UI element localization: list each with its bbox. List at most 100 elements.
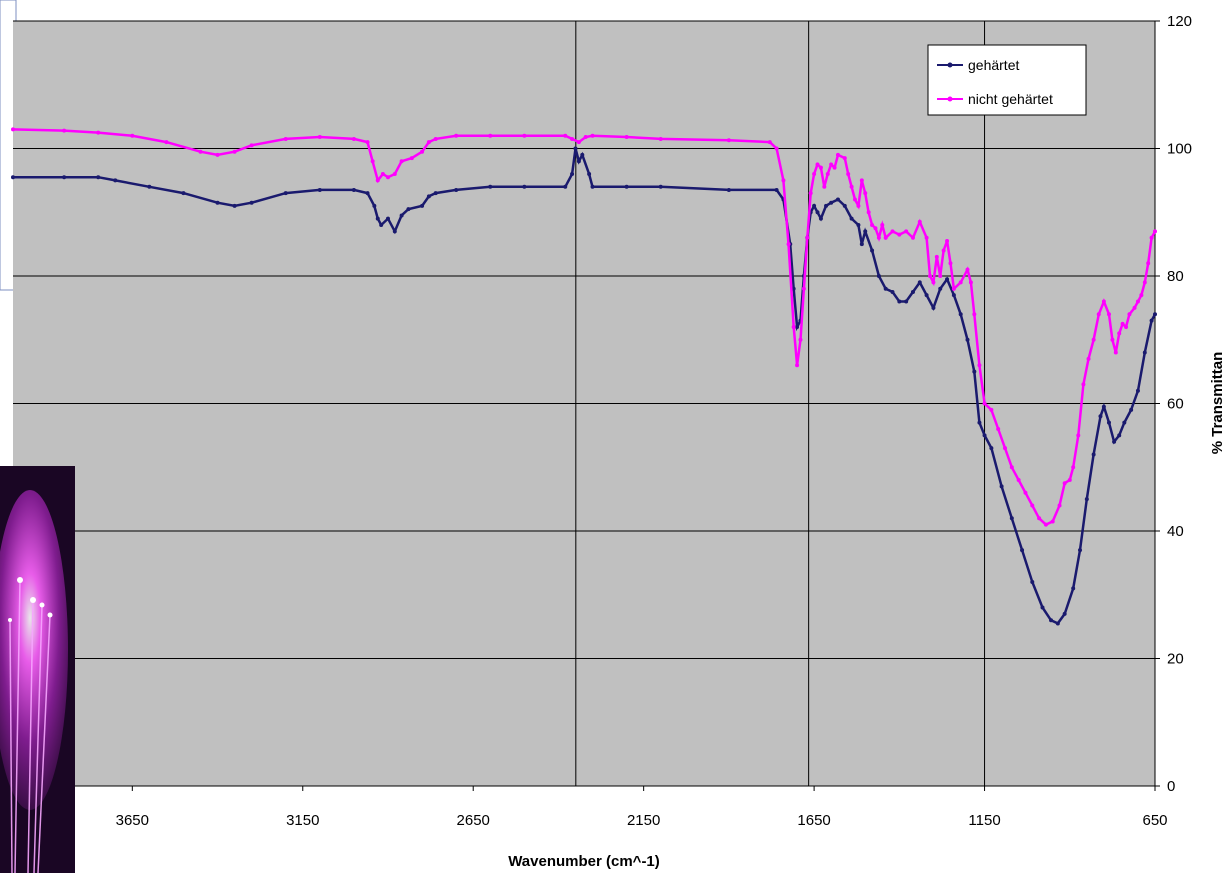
data-point bbox=[420, 149, 425, 154]
data-point bbox=[968, 280, 973, 285]
data-point bbox=[164, 140, 169, 145]
data-point bbox=[791, 286, 796, 291]
data-point bbox=[1016, 478, 1021, 482]
data-point bbox=[11, 127, 15, 132]
data-point bbox=[1106, 420, 1111, 425]
data-point bbox=[815, 210, 820, 215]
data-point bbox=[924, 293, 929, 298]
data-point bbox=[1062, 481, 1067, 486]
data-point bbox=[379, 223, 384, 227]
data-point bbox=[1135, 299, 1140, 304]
data-point bbox=[853, 197, 858, 202]
data-point bbox=[1020, 548, 1025, 553]
data-point bbox=[1071, 586, 1076, 591]
data-point bbox=[624, 135, 629, 140]
data-point bbox=[825, 172, 830, 176]
data-point bbox=[822, 184, 827, 189]
y-tick-label: 80 bbox=[1167, 268, 1184, 285]
data-point bbox=[1101, 404, 1106, 409]
data-point bbox=[392, 229, 397, 234]
data-point bbox=[576, 159, 581, 164]
data-point bbox=[1062, 611, 1067, 616]
data-point bbox=[317, 187, 322, 192]
y-tick-labels: 0 20 40 60 80 100 120 bbox=[1155, 13, 1192, 795]
data-point bbox=[842, 156, 847, 161]
data-point bbox=[934, 254, 939, 259]
data-point bbox=[351, 187, 356, 192]
data-point bbox=[849, 184, 854, 189]
data-point bbox=[1030, 580, 1035, 584]
data-point bbox=[249, 143, 254, 148]
data-point bbox=[406, 207, 411, 212]
data-point bbox=[1091, 337, 1096, 342]
data-point bbox=[989, 407, 994, 412]
data-point bbox=[883, 286, 888, 291]
legend-label: nicht gehärtet bbox=[968, 91, 1053, 107]
data-point bbox=[917, 280, 922, 285]
data-point bbox=[1153, 229, 1157, 234]
data-point bbox=[870, 223, 875, 227]
data-point bbox=[1057, 503, 1062, 508]
data-point bbox=[96, 175, 101, 180]
data-point bbox=[488, 133, 493, 138]
data-point bbox=[283, 191, 288, 196]
data-point bbox=[965, 337, 970, 342]
data-point bbox=[767, 140, 772, 145]
data-point bbox=[433, 191, 438, 196]
data-point bbox=[863, 191, 868, 196]
data-point bbox=[726, 138, 731, 143]
data-point bbox=[938, 286, 943, 291]
data-point bbox=[812, 203, 817, 208]
data-point bbox=[805, 235, 810, 240]
data-point bbox=[370, 159, 375, 164]
data-point bbox=[1009, 516, 1014, 521]
data-point bbox=[928, 274, 933, 278]
data-point bbox=[1081, 382, 1086, 387]
data-point bbox=[454, 133, 459, 138]
series-layer bbox=[11, 127, 1157, 626]
data-point bbox=[945, 238, 950, 243]
data-point bbox=[726, 187, 731, 192]
data-point bbox=[385, 216, 390, 221]
data-point bbox=[795, 363, 800, 368]
data-point bbox=[982, 401, 987, 406]
data-point bbox=[1003, 446, 1008, 451]
data-point bbox=[989, 446, 994, 451]
data-point bbox=[1023, 490, 1028, 495]
data-point bbox=[829, 162, 834, 167]
data-point bbox=[563, 184, 568, 189]
data-point bbox=[904, 229, 909, 234]
data-point bbox=[1153, 312, 1157, 317]
data-point bbox=[1040, 605, 1045, 610]
data-point bbox=[563, 133, 568, 138]
data-point bbox=[1113, 350, 1118, 355]
data-point bbox=[1071, 465, 1076, 470]
data-point bbox=[1139, 293, 1144, 298]
data-point bbox=[1142, 280, 1147, 285]
data-point bbox=[249, 200, 254, 205]
data-point bbox=[181, 191, 186, 196]
data-point bbox=[880, 223, 885, 227]
data-point bbox=[1129, 407, 1134, 412]
x-tick-label: 1150 bbox=[968, 812, 1000, 829]
data-point bbox=[1112, 439, 1117, 444]
data-point bbox=[365, 140, 370, 145]
data-point bbox=[1149, 235, 1154, 240]
data-point bbox=[890, 229, 895, 234]
data-point bbox=[1076, 433, 1081, 438]
data-point bbox=[658, 136, 663, 141]
data-point bbox=[931, 305, 936, 310]
data-point bbox=[399, 159, 404, 164]
data-point bbox=[570, 172, 575, 176]
data-point bbox=[1146, 261, 1151, 266]
y-tick-label: 0 bbox=[1167, 778, 1175, 795]
legend: gehärtet nicht gehärtet bbox=[927, 44, 1087, 116]
data-point bbox=[1091, 452, 1096, 457]
y-tick-label: 20 bbox=[1167, 651, 1184, 668]
data-point bbox=[801, 286, 806, 291]
data-point bbox=[62, 128, 67, 133]
data-point bbox=[232, 203, 237, 208]
data-point bbox=[897, 232, 902, 237]
data-point bbox=[399, 213, 404, 218]
